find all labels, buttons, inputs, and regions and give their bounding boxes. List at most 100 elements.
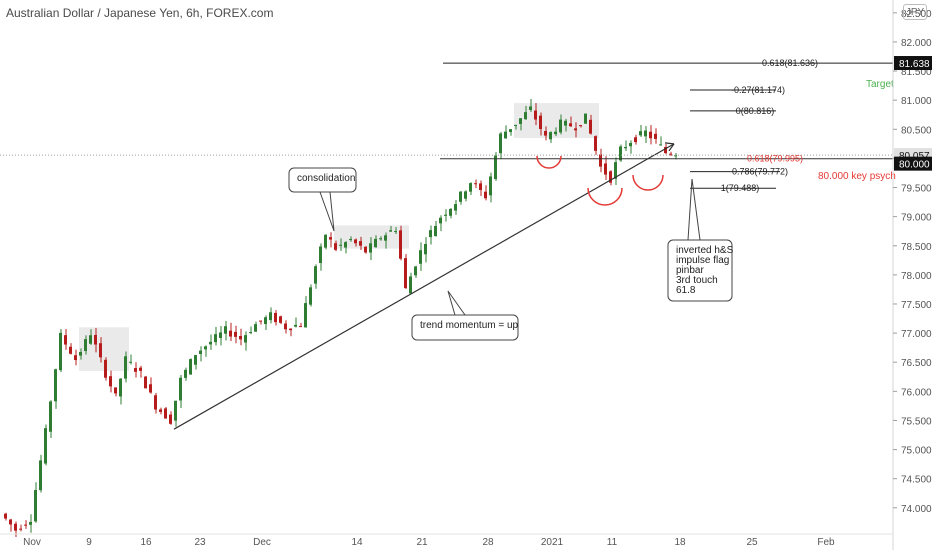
candle-body bbox=[564, 120, 567, 126]
candle-body bbox=[609, 171, 612, 183]
candle-body bbox=[674, 155, 677, 157]
candle-body bbox=[9, 519, 12, 525]
candle-body bbox=[224, 326, 227, 334]
candle-body bbox=[254, 324, 257, 332]
time-tick-label: 9 bbox=[86, 537, 92, 548]
candle-body bbox=[439, 217, 442, 224]
candle-body bbox=[324, 234, 327, 248]
candle-body bbox=[529, 106, 532, 110]
candle-body bbox=[349, 239, 352, 241]
candle-body bbox=[169, 414, 172, 424]
fib-level-label: 1(79.488) bbox=[721, 183, 760, 193]
fib-level-label: 0.786(79.772) bbox=[732, 167, 788, 177]
candle-body bbox=[394, 231, 397, 233]
price-tick-label: 77.000 bbox=[901, 329, 932, 340]
candle-body bbox=[14, 523, 17, 531]
head-shoulders-arc bbox=[632, 174, 664, 191]
candle-body bbox=[424, 243, 427, 255]
candle-body bbox=[204, 346, 207, 350]
candle-body bbox=[454, 204, 457, 211]
candle-body bbox=[179, 377, 182, 401]
candle-body bbox=[384, 235, 387, 241]
candle-body bbox=[594, 136, 597, 151]
time-tick-label: Dec bbox=[253, 537, 271, 548]
candle-body bbox=[364, 246, 367, 253]
price-tick-label: 78.000 bbox=[901, 271, 932, 282]
candle-body bbox=[389, 230, 392, 232]
setup-callout-text: impulse flag bbox=[676, 255, 729, 266]
candle-body bbox=[399, 230, 402, 259]
candle-body bbox=[309, 287, 312, 305]
candle-body bbox=[524, 112, 527, 120]
candle-body bbox=[89, 335, 92, 344]
candle-body bbox=[499, 133, 502, 154]
candle-body bbox=[114, 387, 117, 394]
candle-body bbox=[604, 163, 607, 175]
candle-body bbox=[484, 191, 487, 199]
candle-body bbox=[584, 113, 587, 124]
candle-body bbox=[619, 146, 622, 161]
candle-body bbox=[539, 115, 542, 130]
candle-body bbox=[144, 376, 147, 389]
head-shoulders-arc bbox=[536, 155, 562, 169]
candle-body bbox=[329, 237, 332, 240]
candle-body bbox=[554, 131, 557, 135]
head-shoulders-arc bbox=[587, 187, 623, 206]
chart-drawings: 0.618(81.636) -0.27(81.174) 0(80.816) 0.618… bbox=[0, 58, 896, 430]
time-tick-label: Nov bbox=[23, 537, 41, 548]
candle-body bbox=[419, 250, 422, 264]
trend-arrow-head bbox=[664, 142, 675, 152]
price-tick-label: 78.500 bbox=[901, 242, 932, 253]
price-tick-label: 77.500 bbox=[901, 300, 932, 311]
price-tick-label: 82.500 bbox=[901, 9, 932, 20]
candle-body bbox=[534, 110, 537, 120]
candle-body bbox=[434, 225, 437, 237]
consolidation-zones bbox=[79, 103, 599, 371]
candle-body bbox=[314, 266, 317, 284]
candle-body bbox=[49, 401, 52, 432]
price-tick-label: 75.000 bbox=[901, 446, 932, 457]
candle-body bbox=[654, 133, 657, 139]
fib-level-label: 0(80.816) bbox=[736, 106, 775, 116]
price-tick-label: 82.000 bbox=[901, 38, 932, 49]
consolidation-callout-pointer bbox=[319, 191, 335, 232]
candle-body bbox=[319, 246, 322, 263]
candle-body bbox=[84, 339, 87, 352]
candle-body bbox=[409, 276, 412, 294]
price-tick-label: 76.000 bbox=[901, 387, 932, 398]
consolidation-callout-text: consolidation bbox=[297, 173, 355, 184]
candle-body bbox=[79, 351, 82, 356]
setup-callout-text: 3rd touch bbox=[676, 275, 718, 286]
time-tick-label: 28 bbox=[482, 537, 494, 548]
candle-body bbox=[574, 128, 577, 131]
candle-body bbox=[19, 528, 22, 530]
currency-badge[interactable]: JPY bbox=[903, 4, 927, 20]
candle-body bbox=[649, 131, 652, 139]
time-axis: Nov 9 16 23 Dec 14 21 28 2021 11 18 25 Feb bbox=[0, 533, 893, 548]
setup-callout-pointer bbox=[687, 178, 701, 241]
candle-body bbox=[64, 335, 67, 345]
candle-body bbox=[279, 316, 282, 323]
time-tick-label: 16 bbox=[140, 537, 152, 548]
candle-body bbox=[519, 118, 522, 124]
candle-body bbox=[104, 359, 107, 378]
candle-body bbox=[569, 123, 572, 127]
candle-body bbox=[129, 361, 132, 363]
candle-body bbox=[449, 209, 452, 216]
candle-body bbox=[274, 312, 277, 323]
fib-level-label: 0.618(79.995) bbox=[747, 154, 803, 164]
candle-body bbox=[664, 147, 667, 154]
time-tick-label: Feb bbox=[817, 537, 835, 548]
fib-level-label: 0.618(81.636) bbox=[762, 58, 818, 68]
candle-body bbox=[124, 356, 127, 379]
key-level-tag: 80.000 bbox=[899, 160, 930, 171]
candle-body bbox=[74, 355, 77, 361]
candle-body bbox=[189, 359, 192, 375]
candle-body bbox=[109, 376, 112, 387]
candle-body bbox=[284, 323, 287, 330]
candle-body bbox=[239, 335, 242, 340]
candle-body bbox=[644, 130, 647, 137]
price-tick-label: 80.500 bbox=[901, 125, 932, 136]
